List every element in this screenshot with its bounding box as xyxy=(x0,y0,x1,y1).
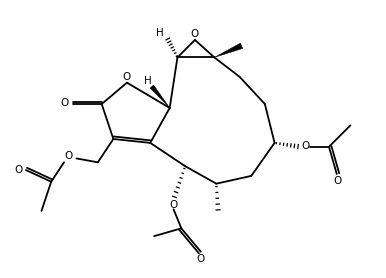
Text: O: O xyxy=(196,254,205,264)
Text: O: O xyxy=(61,98,69,108)
Text: O: O xyxy=(122,72,131,82)
Text: O: O xyxy=(15,165,23,175)
Text: H: H xyxy=(144,76,151,86)
Text: O: O xyxy=(169,200,177,210)
Polygon shape xyxy=(214,43,243,58)
Text: O: O xyxy=(334,176,342,186)
Text: H: H xyxy=(156,28,164,38)
Polygon shape xyxy=(150,85,170,108)
Text: O: O xyxy=(301,142,310,152)
Text: O: O xyxy=(64,152,73,162)
Text: O: O xyxy=(191,29,199,39)
